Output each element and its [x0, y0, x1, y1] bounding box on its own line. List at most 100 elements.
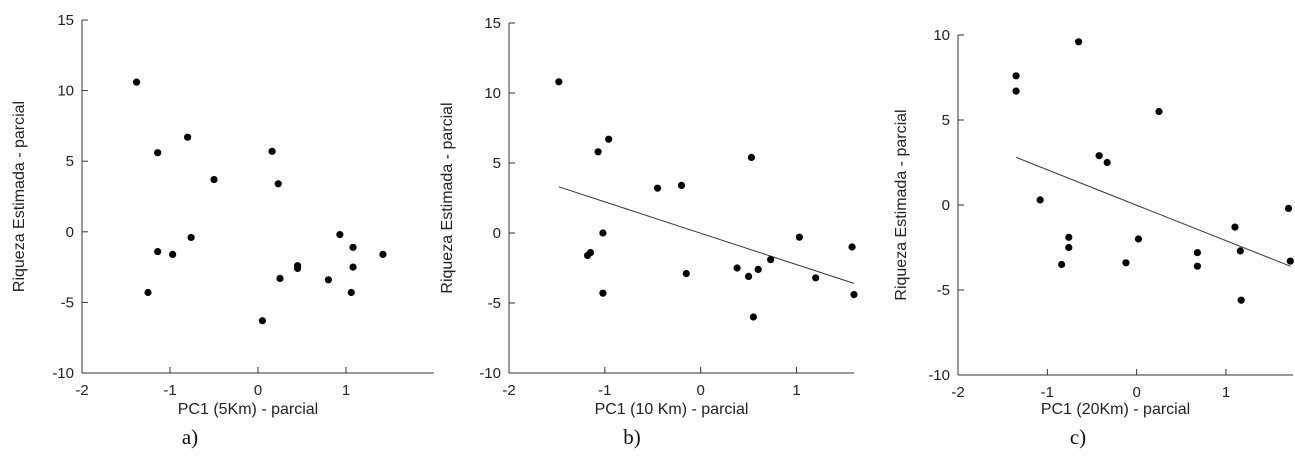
- data-point: [1065, 243, 1073, 252]
- data-point: [268, 147, 276, 155]
- x-tick-label: 0: [1132, 384, 1140, 401]
- data-point: [605, 135, 613, 143]
- y-tick-label: -10: [928, 367, 950, 384]
- y-tick-label: 15: [57, 12, 74, 29]
- data-point: [1134, 235, 1143, 243]
- x-tick-label: -2: [951, 384, 964, 401]
- data-point: [682, 270, 690, 278]
- x-tick-label: 1: [342, 382, 350, 399]
- regression-line: [558, 186, 855, 284]
- data-point: [187, 233, 195, 242]
- data-point: [294, 264, 302, 273]
- data-point: [599, 289, 607, 297]
- data-point: [349, 243, 357, 251]
- y-tick-label: 0: [66, 224, 74, 241]
- x-axis-label: PC1 (5Km) - parcial: [178, 401, 318, 418]
- data-point: [594, 148, 602, 156]
- y-tick-label: 10: [933, 27, 950, 44]
- x-tick-label: -1: [163, 382, 176, 399]
- x-tick-label: -2: [502, 382, 515, 399]
- data-point: [1103, 158, 1111, 167]
- data-point: [1075, 38, 1083, 46]
- y-tick-label: 0: [942, 197, 950, 214]
- data-point: [747, 153, 756, 161]
- y-tick-label: 10: [57, 83, 74, 100]
- data-point: [169, 250, 177, 258]
- y-tick-label: -10: [52, 365, 74, 382]
- data-point: [1286, 257, 1294, 265]
- data-point: [379, 250, 387, 258]
- data-point: [1012, 87, 1020, 95]
- x-tick-label: 0: [696, 382, 704, 399]
- data-point: [850, 291, 858, 299]
- data-point: [812, 274, 820, 282]
- y-tick-label: -10: [479, 365, 501, 382]
- data-point: [749, 313, 757, 321]
- regression-line: [1015, 156, 1291, 267]
- data-point: [1012, 72, 1020, 80]
- x-tick-label: 0: [254, 382, 262, 399]
- data-point: [767, 256, 775, 264]
- data-point: [144, 288, 152, 297]
- y-tick-label: -5: [488, 295, 501, 312]
- data-point: [795, 233, 803, 241]
- data-point: [210, 175, 218, 184]
- panel-label: c): [1070, 425, 1086, 449]
- x-tick-label: -2: [75, 382, 88, 399]
- x-tick-label: -1: [1041, 384, 1054, 401]
- data-point: [1193, 262, 1202, 270]
- data-point: [555, 78, 563, 86]
- x-axis-label: PC1 (20Km) - parcial: [1041, 401, 1190, 418]
- data-point: [754, 265, 762, 273]
- data-point: [586, 249, 595, 257]
- data-point: [1237, 296, 1245, 304]
- y-axis-label: Riqueza Estimada - parcial: [11, 101, 28, 292]
- data-point: [349, 263, 357, 271]
- data-point: [1284, 204, 1293, 212]
- data-point: [1193, 249, 1202, 257]
- data-point: [1065, 233, 1073, 241]
- panel-label: b): [623, 425, 641, 449]
- x-tick-label: 1: [792, 382, 800, 399]
- panel-label: a): [182, 425, 198, 449]
- data-point: [324, 276, 332, 284]
- y-axis-label: Riqueza Estimada - parcial: [893, 109, 910, 300]
- data-point: [184, 133, 192, 141]
- data-point: [1122, 259, 1130, 267]
- data-point: [132, 78, 141, 86]
- x-tick-label: -1: [598, 382, 611, 399]
- data-point: [677, 181, 686, 189]
- y-tick-label: 5: [942, 112, 950, 129]
- y-tick-label: -5: [937, 282, 950, 299]
- y-tick-label: 0: [493, 225, 501, 242]
- y-tick-label: 10: [484, 85, 501, 102]
- y-tick-label: 5: [66, 153, 74, 170]
- data-point: [1231, 223, 1239, 231]
- data-point: [274, 180, 282, 188]
- data-point: [154, 149, 162, 157]
- y-tick-label: 5: [493, 155, 501, 172]
- data-point: [1036, 196, 1044, 204]
- data-point: [276, 274, 284, 282]
- y-axis-label: Riqueza Estimada - parcial: [439, 102, 456, 293]
- y-tick-label: -5: [61, 294, 74, 311]
- data-point: [154, 247, 162, 256]
- y-tick-label: 15: [484, 15, 501, 32]
- data-point: [1058, 260, 1066, 269]
- data-point: [347, 288, 355, 297]
- x-tick-label: 1: [1222, 384, 1230, 401]
- data-point: [599, 229, 607, 237]
- x-axis-label: PC1 (10 Km) - parcial: [595, 401, 749, 418]
- data-point: [653, 184, 662, 192]
- data-point: [733, 264, 741, 272]
- data-point: [848, 243, 856, 251]
- data-point: [258, 317, 266, 325]
- data-point: [1155, 107, 1163, 116]
- data-point: [1236, 247, 1244, 255]
- data-point: [1095, 152, 1103, 160]
- data-point: [744, 272, 753, 280]
